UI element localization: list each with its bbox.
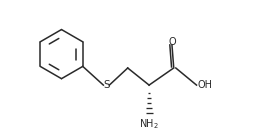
Text: S: S <box>103 80 110 90</box>
Text: O: O <box>168 37 176 47</box>
Text: OH: OH <box>197 80 212 90</box>
Text: NH$_2$: NH$_2$ <box>139 117 159 131</box>
